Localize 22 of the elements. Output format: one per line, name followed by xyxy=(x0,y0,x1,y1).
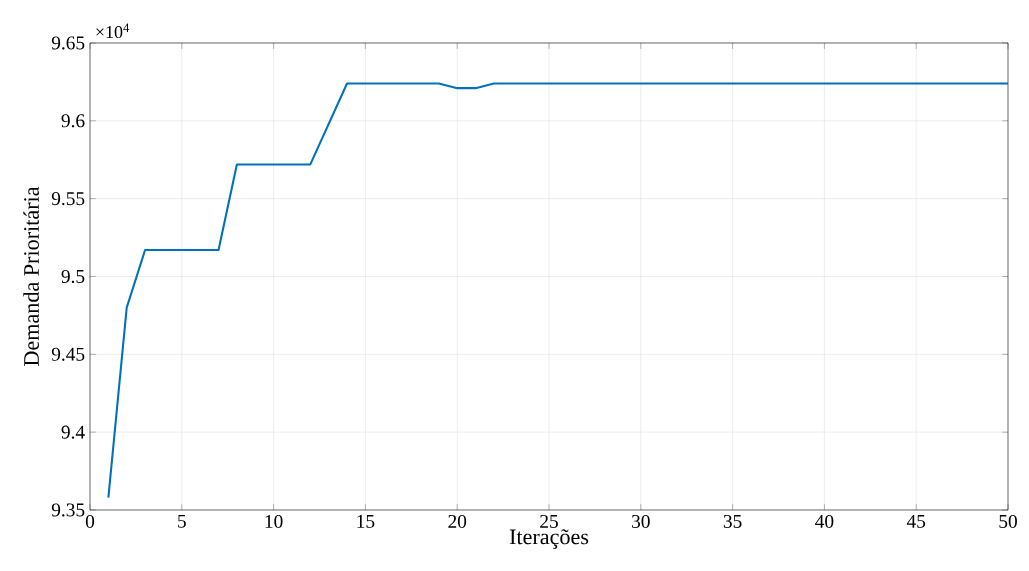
text: ×10$^{4}$ xyxy=(96,23,130,39)
y-tick-label: 9.65 xyxy=(51,36,85,50)
y-tick-label: 9.6 xyxy=(61,114,85,128)
x-tick-label: 15 xyxy=(357,514,375,528)
x-tick-label: 5 xyxy=(178,514,186,528)
y-tick-label: 9.45 xyxy=(51,347,85,361)
x-tick-label: 50 xyxy=(999,514,1017,528)
y-tick-label: 9.35 xyxy=(51,503,85,517)
x-tick-label: 0 xyxy=(85,514,95,528)
x-tick-label: 40 xyxy=(815,514,834,528)
y-tick-label: 9.55 xyxy=(51,192,85,206)
x-tick-label: 10 xyxy=(265,514,283,528)
x-axis-title: Iterações xyxy=(509,529,589,549)
x-tick-label: 30 xyxy=(632,514,650,528)
x-tick-label: 45 xyxy=(906,514,926,528)
y-tick-label: 9.5 xyxy=(61,269,85,284)
x-tick-label: 25 xyxy=(540,514,558,528)
line-series xyxy=(107,82,1010,499)
x-tick-label: 20 xyxy=(448,514,467,528)
y-tick-label: 9.4 xyxy=(61,425,85,439)
y-axis-title: Demanda Prioritária xyxy=(23,186,39,366)
x-tick-label: 35 xyxy=(723,514,742,528)
